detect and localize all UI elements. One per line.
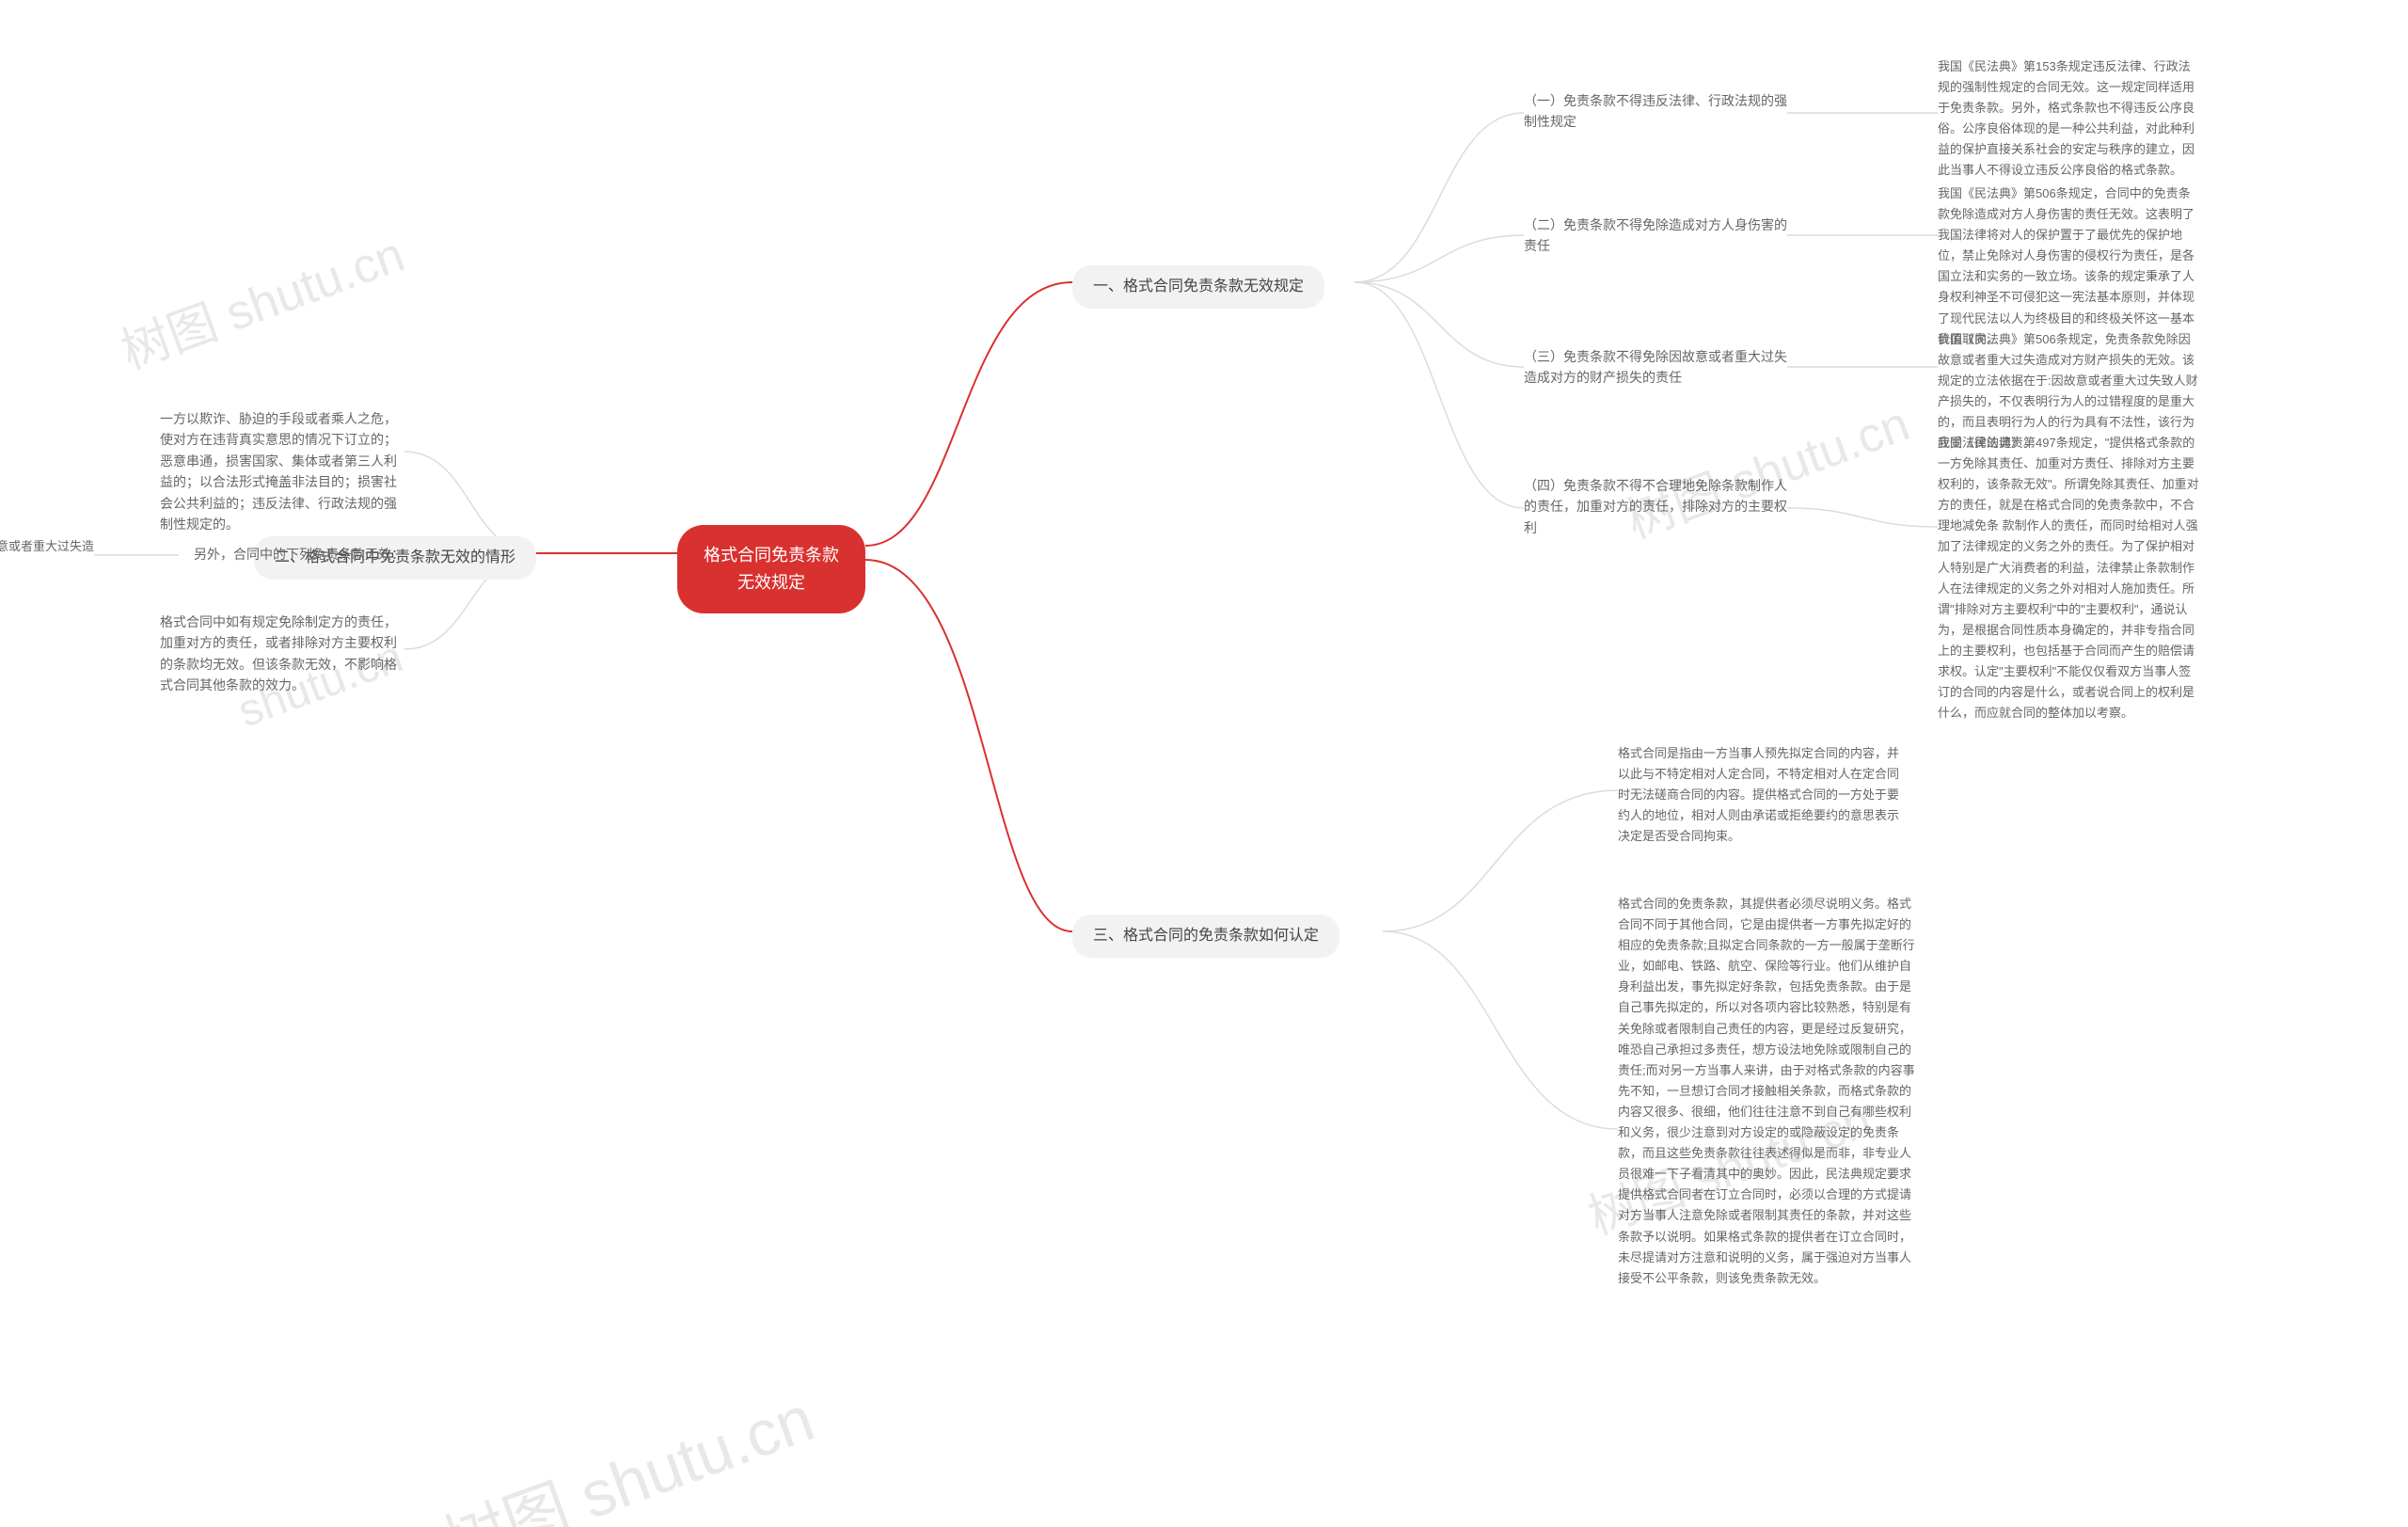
branch-right-1[interactable]: 一、格式合同免责条款无效规定 <box>1072 265 1324 309</box>
branch-right-2[interactable]: 三、格式合同的免责条款如何认定 <box>1072 915 1339 958</box>
r1-c1-detail: 我国《民法典》第153条规定违反法律、行政法规的强制性规定的合同无效。这一规定同… <box>1938 56 2201 182</box>
detail-text: 造成对方人身伤害的。因故意或者重大过失造成对方财产损失的。 <box>0 539 94 574</box>
r1-c4-detail: 我国《民法典》第497条规定，"提供格式条款的一方免除其责任、加重对方责任、排除… <box>1938 433 2201 724</box>
leaf-label: 另外，合同中的下列免责条款无效： <box>194 547 404 562</box>
leaf-label: （二）免责条款不得免除造成对方人身伤害的责任 <box>1524 217 1787 253</box>
r1-c3[interactable]: （三）免责条款不得免除因故意或者重大过失造成对方的财产损失的责任 <box>1524 346 1787 389</box>
r1-c4[interactable]: （四）免责条款不得不合理地免除条款制作人的责任，加重对方的责任，排除对方的主要权… <box>1524 475 1787 538</box>
branch-label: 一、格式合同免责条款无效规定 <box>1093 278 1304 294</box>
leaf-label: （一）免责条款不得违反法律、行政法规的强制性规定 <box>1524 93 1787 129</box>
root-node[interactable]: 格式合同免责条款无效规定 <box>677 525 865 613</box>
r2-p1: 格式合同是指由一方当事人预先拟定合同的内容，并以此与不特定相对人定合同，不特定相… <box>1618 743 1909 847</box>
leaf-label: 格式合同中如有规定免除制定方的责任，加重对方的责任，或者排除对方主要权利的条款均… <box>160 614 397 692</box>
l1-c2[interactable]: 另外，合同中的下列免责条款无效： <box>194 544 404 565</box>
l1-c2-detail: 造成对方人身伤害的。因故意或者重大过失造成对方财产损失的。 <box>0 536 94 578</box>
root-label: 格式合同免责条款无效规定 <box>704 546 839 592</box>
l1-c1[interactable]: 一方以欺诈、胁迫的手段或者乘人之危，使对方在违背真实意思的情况下订立的；恶意串通… <box>160 408 404 534</box>
branch-label: 三、格式合同的免责条款如何认定 <box>1093 928 1319 944</box>
leaf-label: （四）免责条款不得不合理地免除条款制作人的责任，加重对方的责任，排除对方的主要权… <box>1524 478 1787 535</box>
r1-c2[interactable]: （二）免责条款不得免除造成对方人身伤害的责任 <box>1524 215 1787 257</box>
detail-text: 我国《民法典》第153条规定违反法律、行政法规的强制性规定的合同无效。这一规定同… <box>1938 59 2194 177</box>
detail-text: 我国《民法典》第497条规定，"提供格式条款的一方免除其责任、加重对方责任、排除… <box>1938 436 2199 720</box>
r1-c1[interactable]: （一）免责条款不得违反法律、行政法规的强制性规定 <box>1524 90 1787 133</box>
leaf-label: 一方以欺诈、胁迫的手段或者乘人之危，使对方在违背真实意思的情况下订立的；恶意串通… <box>160 411 397 532</box>
leaf-label: （三）免责条款不得免除因故意或者重大过失造成对方的财产损失的责任 <box>1524 349 1787 385</box>
r2-p2: 格式合同的免责条款，其提供者必须尽说明义务。格式合同不同于其他合同，它是由提供者… <box>1618 894 1919 1289</box>
para-text: 格式合同的免责条款，其提供者必须尽说明义务。格式合同不同于其他合同，它是由提供者… <box>1618 897 1915 1285</box>
r1-c2-detail: 我国《民法典》第506条规定，合同中的免责条款免除造成对方人身伤害的责任无效。这… <box>1938 183 2201 350</box>
para-text: 格式合同是指由一方当事人预先拟定合同的内容，并以此与不特定相对人定合同，不特定相… <box>1618 746 1899 843</box>
detail-text: 我国《民法典》第506条规定，合同中的免责条款免除造成对方人身伤害的责任无效。这… <box>1938 186 2194 346</box>
l1-c3[interactable]: 格式合同中如有规定免除制定方的责任，加重对方的责任，或者排除对方主要权利的条款均… <box>160 612 404 696</box>
